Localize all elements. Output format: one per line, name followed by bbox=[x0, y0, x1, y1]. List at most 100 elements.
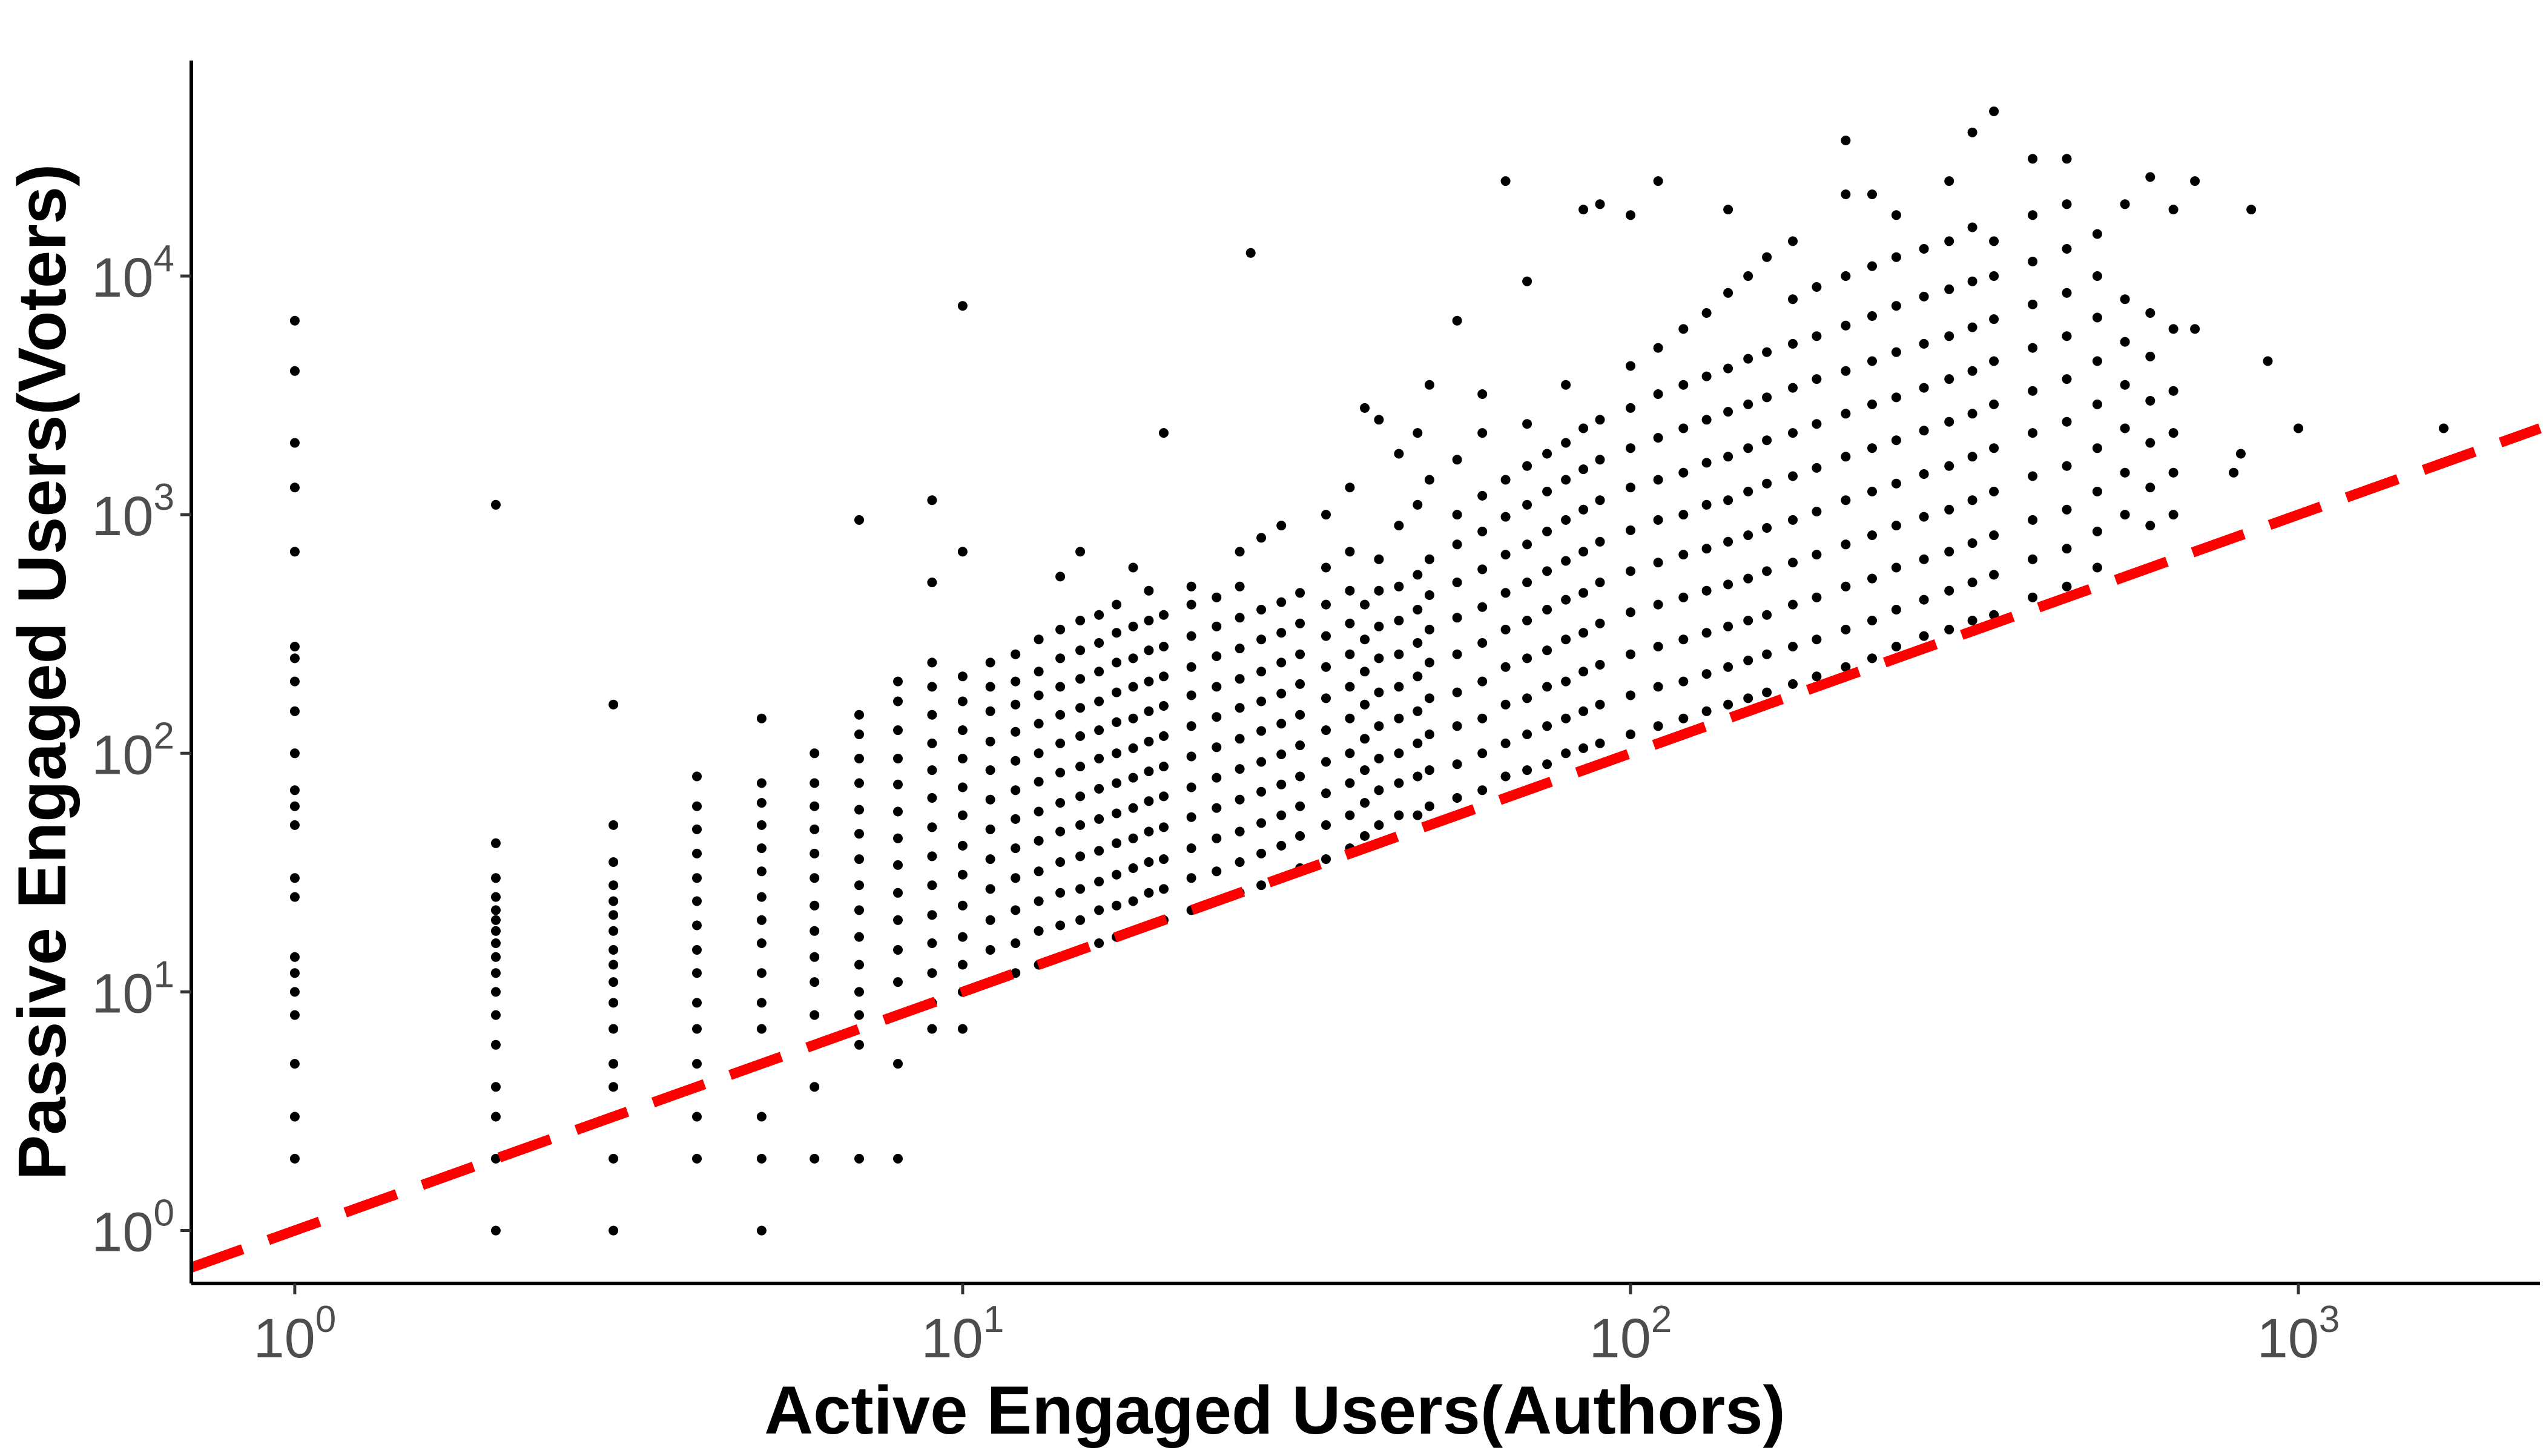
data-point bbox=[1561, 634, 1571, 645]
data-point bbox=[1967, 538, 1977, 548]
data-point bbox=[756, 938, 767, 948]
data-point bbox=[1235, 644, 1245, 654]
data-point bbox=[1034, 835, 1044, 846]
data-point bbox=[1186, 751, 1196, 762]
data-point bbox=[1867, 311, 1877, 321]
data-point bbox=[810, 1153, 820, 1164]
data-point bbox=[1360, 831, 1370, 841]
data-point bbox=[854, 987, 864, 997]
data-point bbox=[289, 820, 300, 830]
data-point bbox=[1055, 920, 1066, 931]
data-point bbox=[1812, 331, 1822, 341]
data-point bbox=[1276, 749, 1287, 759]
data-point bbox=[1989, 356, 1999, 366]
data-point bbox=[1186, 662, 1196, 672]
data-point bbox=[1075, 616, 1086, 625]
data-point bbox=[1055, 653, 1066, 664]
data-point bbox=[2190, 176, 2200, 186]
reference-line-y-equals-x bbox=[190, 423, 2542, 1273]
data-point bbox=[1701, 415, 1712, 425]
data-point bbox=[1477, 748, 1488, 759]
data-point bbox=[1762, 649, 1772, 659]
data-point bbox=[854, 1153, 864, 1164]
data-point bbox=[1345, 618, 1355, 628]
data-point bbox=[1075, 851, 1086, 861]
data-point bbox=[1011, 873, 1021, 883]
data-point bbox=[1542, 759, 1552, 769]
data-point bbox=[1788, 558, 1798, 568]
data-point bbox=[1011, 843, 1021, 854]
data-point bbox=[1841, 189, 1851, 199]
data-point bbox=[1867, 653, 1877, 664]
data-point bbox=[1094, 667, 1104, 677]
data-point bbox=[692, 945, 702, 955]
data-point bbox=[756, 778, 767, 788]
data-point bbox=[854, 730, 864, 739]
data-point bbox=[1944, 236, 1954, 246]
data-point bbox=[1094, 814, 1104, 824]
data-point bbox=[1345, 547, 1355, 557]
data-point bbox=[810, 824, 820, 834]
data-point bbox=[2092, 443, 2102, 453]
data-point bbox=[985, 915, 995, 925]
data-point bbox=[1967, 366, 1977, 376]
data-point bbox=[1867, 189, 1877, 199]
data-point bbox=[289, 1059, 300, 1069]
x-axis-title: Active Engaged Users(Authors) bbox=[764, 1372, 1786, 1448]
data-point bbox=[1159, 701, 1169, 711]
data-point bbox=[957, 754, 968, 763]
data-point bbox=[1128, 772, 1138, 783]
data-point bbox=[2028, 343, 2038, 353]
data-point bbox=[1522, 730, 1532, 739]
data-point bbox=[985, 945, 995, 955]
data-point bbox=[1967, 495, 1977, 506]
data-point bbox=[810, 952, 820, 962]
data-point bbox=[1841, 271, 1851, 281]
data-point bbox=[1394, 778, 1404, 788]
data-point bbox=[893, 806, 903, 817]
data-point bbox=[609, 910, 619, 920]
data-point bbox=[1321, 854, 1331, 865]
data-point bbox=[1542, 449, 1552, 459]
data-point bbox=[1159, 671, 1169, 682]
data-point bbox=[1477, 785, 1488, 796]
data-point bbox=[1522, 276, 1532, 286]
data-point bbox=[1186, 631, 1196, 641]
data-point bbox=[985, 884, 995, 894]
data-point bbox=[1500, 475, 1511, 485]
data-point bbox=[1762, 687, 1772, 697]
data-point bbox=[289, 642, 300, 651]
data-point bbox=[1561, 380, 1571, 390]
data-point bbox=[1055, 572, 1066, 582]
data-point bbox=[490, 915, 501, 925]
data-point bbox=[1452, 315, 1462, 326]
data-point bbox=[1011, 785, 1021, 796]
data-point bbox=[1841, 409, 1851, 419]
data-point bbox=[609, 998, 619, 1008]
data-point bbox=[609, 945, 619, 955]
data-point bbox=[490, 952, 501, 962]
data-point bbox=[1678, 676, 1689, 687]
data-point bbox=[1424, 554, 1434, 564]
data-point bbox=[1212, 742, 1222, 753]
data-point bbox=[1626, 566, 1635, 576]
data-point bbox=[1762, 478, 1772, 489]
data-point bbox=[957, 960, 968, 970]
data-point bbox=[1723, 579, 1733, 590]
data-point bbox=[1235, 547, 1245, 557]
data-point bbox=[2145, 396, 2155, 406]
data-point bbox=[692, 1112, 702, 1122]
data-point bbox=[1626, 443, 1635, 453]
data-point bbox=[1055, 710, 1066, 720]
data-point bbox=[1867, 261, 1877, 271]
data-point bbox=[1394, 649, 1404, 659]
data-point bbox=[927, 765, 937, 776]
data-point bbox=[893, 779, 903, 789]
data-point bbox=[1477, 676, 1488, 687]
data-point bbox=[1919, 291, 1929, 301]
data-point bbox=[1144, 826, 1154, 837]
data-point bbox=[1424, 730, 1434, 739]
x-tick-label: 100 bbox=[253, 1299, 336, 1369]
data-point bbox=[1212, 592, 1222, 602]
